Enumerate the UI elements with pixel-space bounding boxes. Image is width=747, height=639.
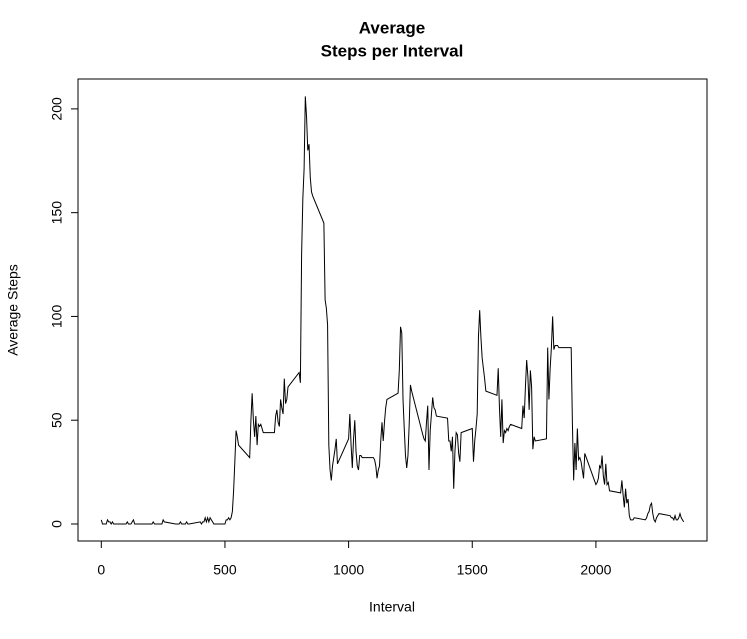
x-axis-title: Interval (369, 599, 415, 615)
y-tick-label: 100 (49, 305, 65, 329)
y-tick-label: 200 (49, 97, 65, 121)
chart-title: Average (359, 18, 425, 37)
x-tick-label: 1500 (457, 562, 488, 578)
x-tick-label: 500 (213, 562, 237, 578)
x-tick-label: 0 (97, 562, 105, 578)
data-line (100, 96, 685, 525)
y-axis-title: Average Steps (5, 264, 21, 356)
y-tick-label: 150 (49, 201, 65, 225)
x-tick-label: 1000 (333, 562, 364, 578)
x-tick-label: 2000 (580, 562, 611, 578)
y-tick-label: 50 (49, 412, 65, 428)
chart-title: Steps per Interval (321, 41, 464, 60)
y-tick-label: 0 (49, 520, 65, 528)
